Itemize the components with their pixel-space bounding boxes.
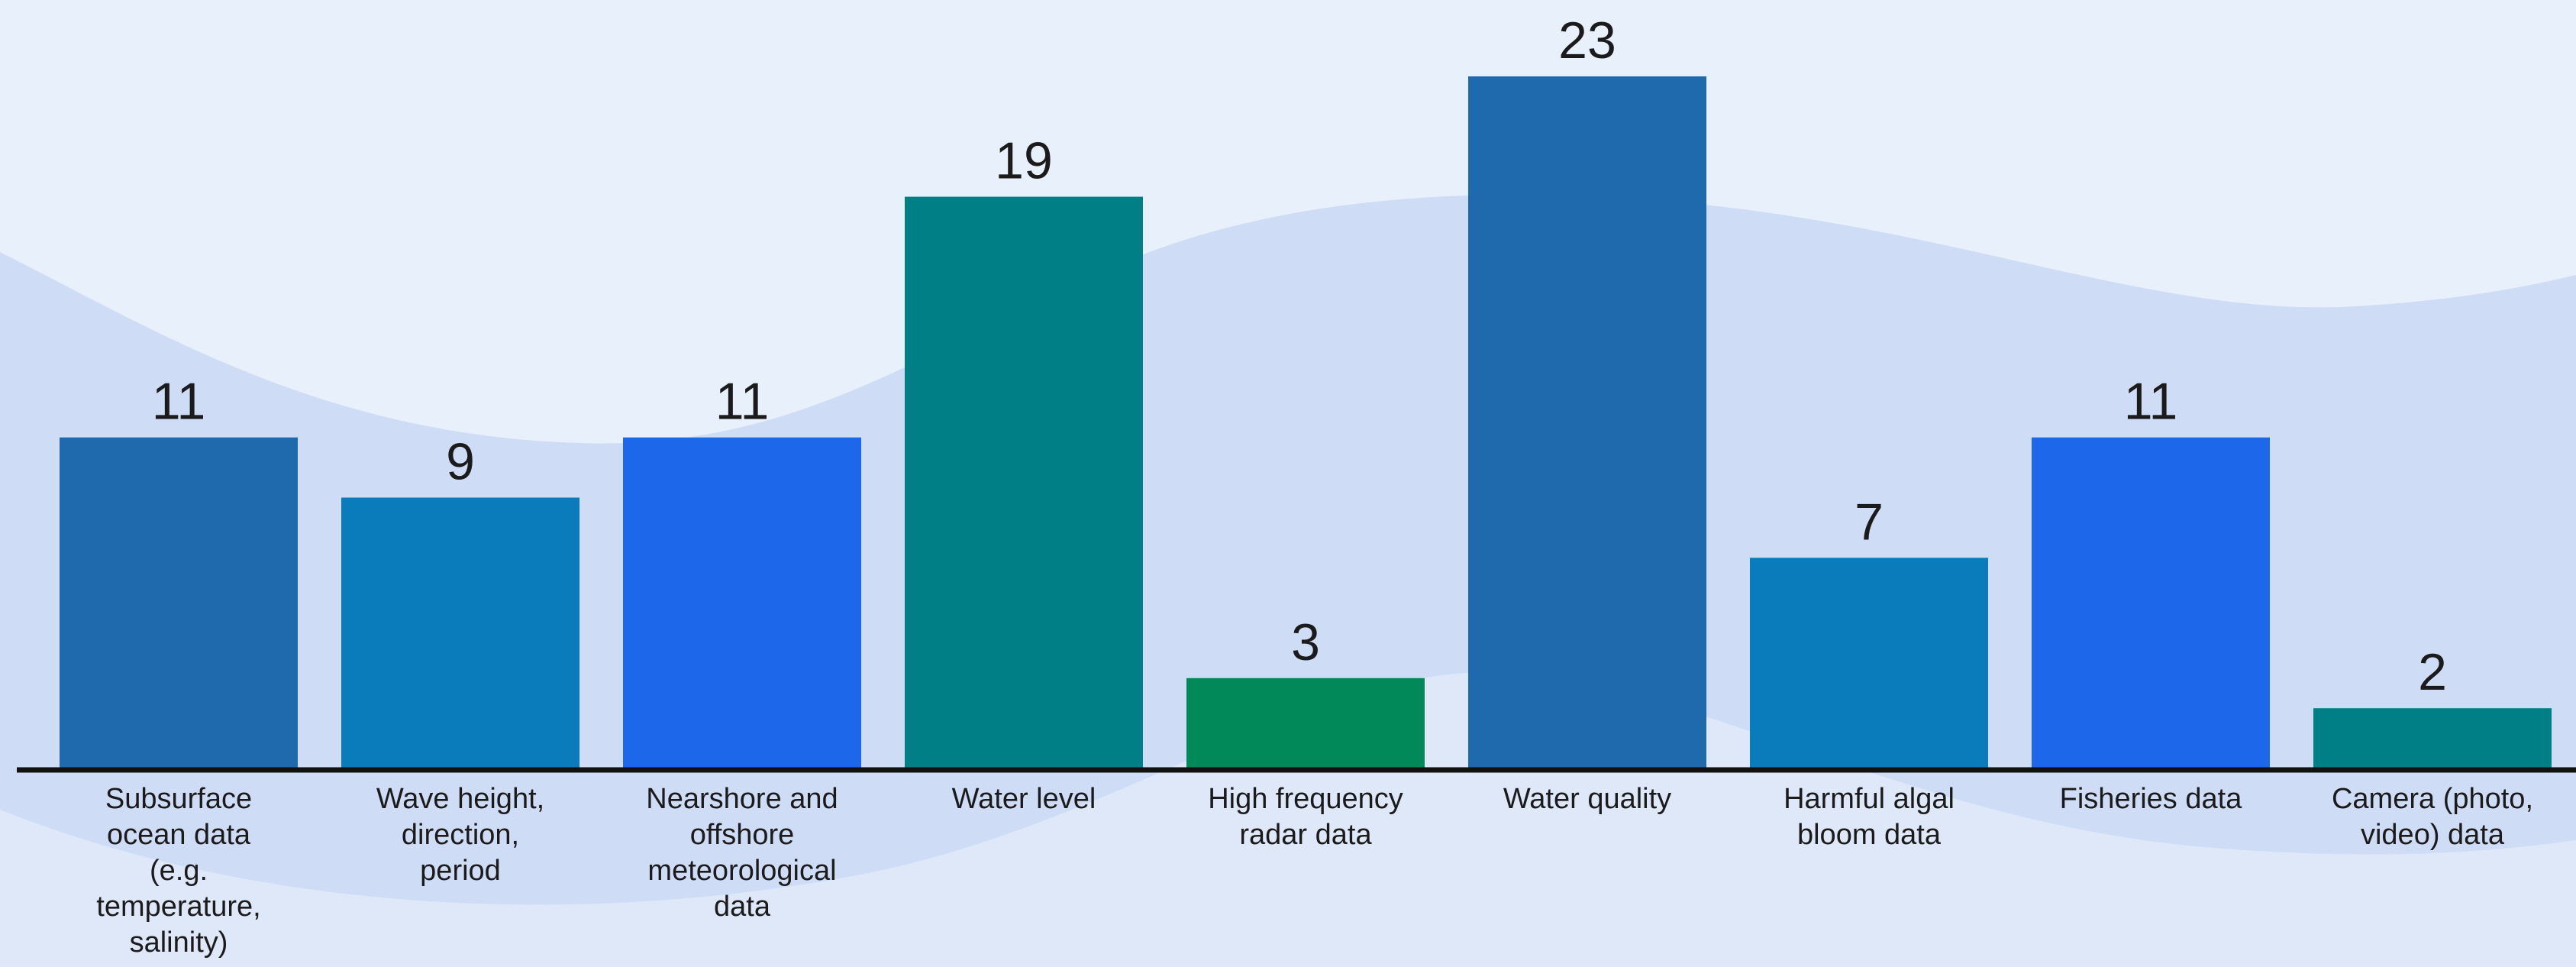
category-label-line: Harmful algal xyxy=(1784,783,1955,815)
value-label-2: 9 xyxy=(446,432,475,490)
value-label-4: 19 xyxy=(995,132,1053,190)
category-label-line: offshore xyxy=(690,819,795,851)
category-label-line: direction, xyxy=(402,819,519,851)
category-label-1: Subsurface ocean data (e.g. temperature, sal… xyxy=(96,783,260,959)
bar-9 xyxy=(2313,708,2552,768)
category-label-line: data xyxy=(714,891,771,923)
category-label-line: Wave height, xyxy=(376,783,544,815)
category-label-6: Water quality xyxy=(1503,783,1671,815)
category-label-8: Fisheries data xyxy=(2060,783,2243,815)
category-label-line: Water level xyxy=(952,783,1096,815)
value-label-1: 11 xyxy=(152,373,206,431)
category-label-line: radar data xyxy=(1239,819,1372,851)
bar-3 xyxy=(623,437,861,768)
value-label-7: 7 xyxy=(1855,493,1884,551)
bar-2 xyxy=(341,497,579,768)
bar-7 xyxy=(1750,558,1988,768)
value-label-5: 3 xyxy=(1291,613,1320,671)
category-label-line: bloom data xyxy=(1797,819,1942,851)
category-label-line: meteorological xyxy=(647,855,836,887)
category-label-2: Wave height, direction, period xyxy=(376,783,544,887)
category-label-3: Nearshore and offshore meteorological data xyxy=(646,783,838,923)
value-label-3: 11 xyxy=(715,373,770,431)
category-label-line: High frequency xyxy=(1208,783,1403,815)
category-label-line: (e.g. xyxy=(150,855,208,887)
category-label-4: Water level xyxy=(952,783,1096,815)
category-label-line: salinity) xyxy=(130,927,228,959)
category-label-line: Camera (photo, xyxy=(2332,783,2533,815)
category-label-line: Nearshore and xyxy=(646,783,838,815)
category-label-line: Fisheries data xyxy=(2060,783,2243,815)
bar-1 xyxy=(60,437,298,768)
bar-4 xyxy=(905,196,1143,769)
category-label-5: High frequency radar data xyxy=(1208,783,1403,851)
category-label-9: Camera (photo, video) data xyxy=(2332,783,2533,851)
category-label-line: period xyxy=(420,855,501,887)
category-label-line: Water quality xyxy=(1503,783,1671,815)
bar-5 xyxy=(1186,678,1425,768)
background-wave xyxy=(0,194,2576,967)
background-wave-lower xyxy=(0,672,2576,967)
category-label-line: video) data xyxy=(2361,819,2505,851)
category-label-line: Subsurface xyxy=(105,783,252,815)
category-label-line: ocean data xyxy=(107,819,251,851)
category-label-line: temperature, xyxy=(96,891,260,923)
value-label-8: 11 xyxy=(2124,373,2178,431)
bar-8 xyxy=(2032,437,2270,768)
category-label-7: Harmful algal bloom data xyxy=(1784,783,1955,851)
value-label-9: 2 xyxy=(2418,643,2447,701)
bar-6 xyxy=(1468,76,1706,768)
value-label-6: 23 xyxy=(1558,11,1616,70)
